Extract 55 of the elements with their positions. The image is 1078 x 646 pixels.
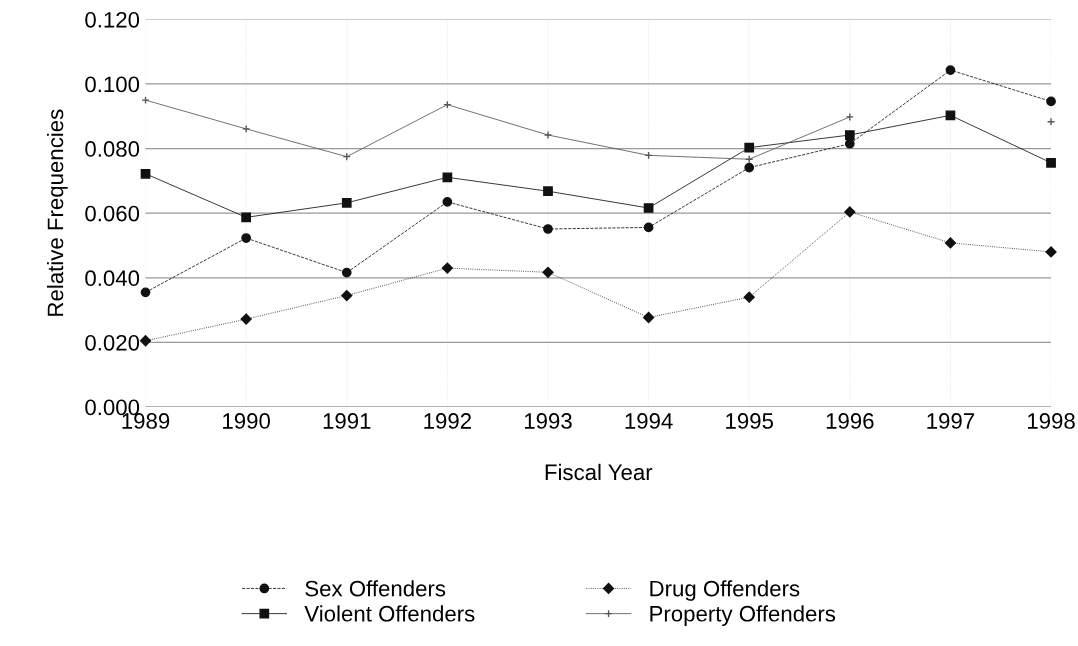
point [341, 289, 353, 302]
x-tick-label: 1995 [726, 413, 773, 429]
point [441, 262, 453, 274]
point [543, 186, 553, 197]
point [139, 335, 152, 347]
point [140, 287, 151, 298]
point [945, 110, 956, 121]
legend-label: Drug Offenders [650, 580, 800, 601]
x-axis-title: Fiscal Year [545, 463, 653, 481]
x-tick-label: 1997 [927, 413, 975, 429]
point [240, 313, 252, 325]
point [140, 168, 151, 179]
x-tick-label: 1992 [424, 413, 471, 429]
point [642, 311, 655, 324]
point [341, 267, 352, 278]
point [1046, 96, 1056, 107]
y-tick-label: 0.060 [85, 205, 140, 222]
point [141, 95, 150, 105]
point [643, 203, 654, 213]
point [945, 65, 956, 75]
point [1045, 246, 1057, 258]
point [543, 130, 553, 140]
point [543, 224, 553, 234]
point [1046, 117, 1056, 126]
x-tick-label: 1996 [826, 413, 874, 429]
x-tick-label: 1998 [1028, 413, 1075, 429]
x-tick-label: 1990 [223, 413, 270, 429]
x-tick-label: 1993 [524, 413, 572, 429]
point [744, 162, 755, 173]
y-tick-label: 0.120 [85, 11, 140, 28]
point [241, 233, 252, 243]
y-tick-label: 0.040 [85, 270, 140, 287]
legend-label: Violent Offenders [304, 605, 475, 622]
y-axis-title: Relative Frequencies [46, 109, 68, 316]
point [442, 197, 453, 207]
x-tick-label: 1991 [323, 413, 371, 429]
point [542, 266, 554, 278]
x-tick-label: 1994 [625, 413, 673, 429]
legend-label: Property Offenders [650, 605, 836, 626]
point [241, 212, 252, 223]
y-tick-label: 0.080 [85, 141, 140, 157]
point [845, 112, 854, 122]
point [844, 130, 855, 140]
point [944, 237, 957, 249]
point [241, 124, 251, 134]
y-tick-label: 0.020 [85, 334, 140, 351]
point [844, 206, 856, 218]
point [743, 291, 755, 303]
point [744, 142, 755, 153]
point [442, 172, 453, 183]
legend-label: Sex Offenders [305, 580, 446, 597]
point [1046, 157, 1056, 168]
y-tick-label: 0.100 [85, 76, 140, 93]
point [643, 222, 654, 233]
point [341, 197, 352, 208]
